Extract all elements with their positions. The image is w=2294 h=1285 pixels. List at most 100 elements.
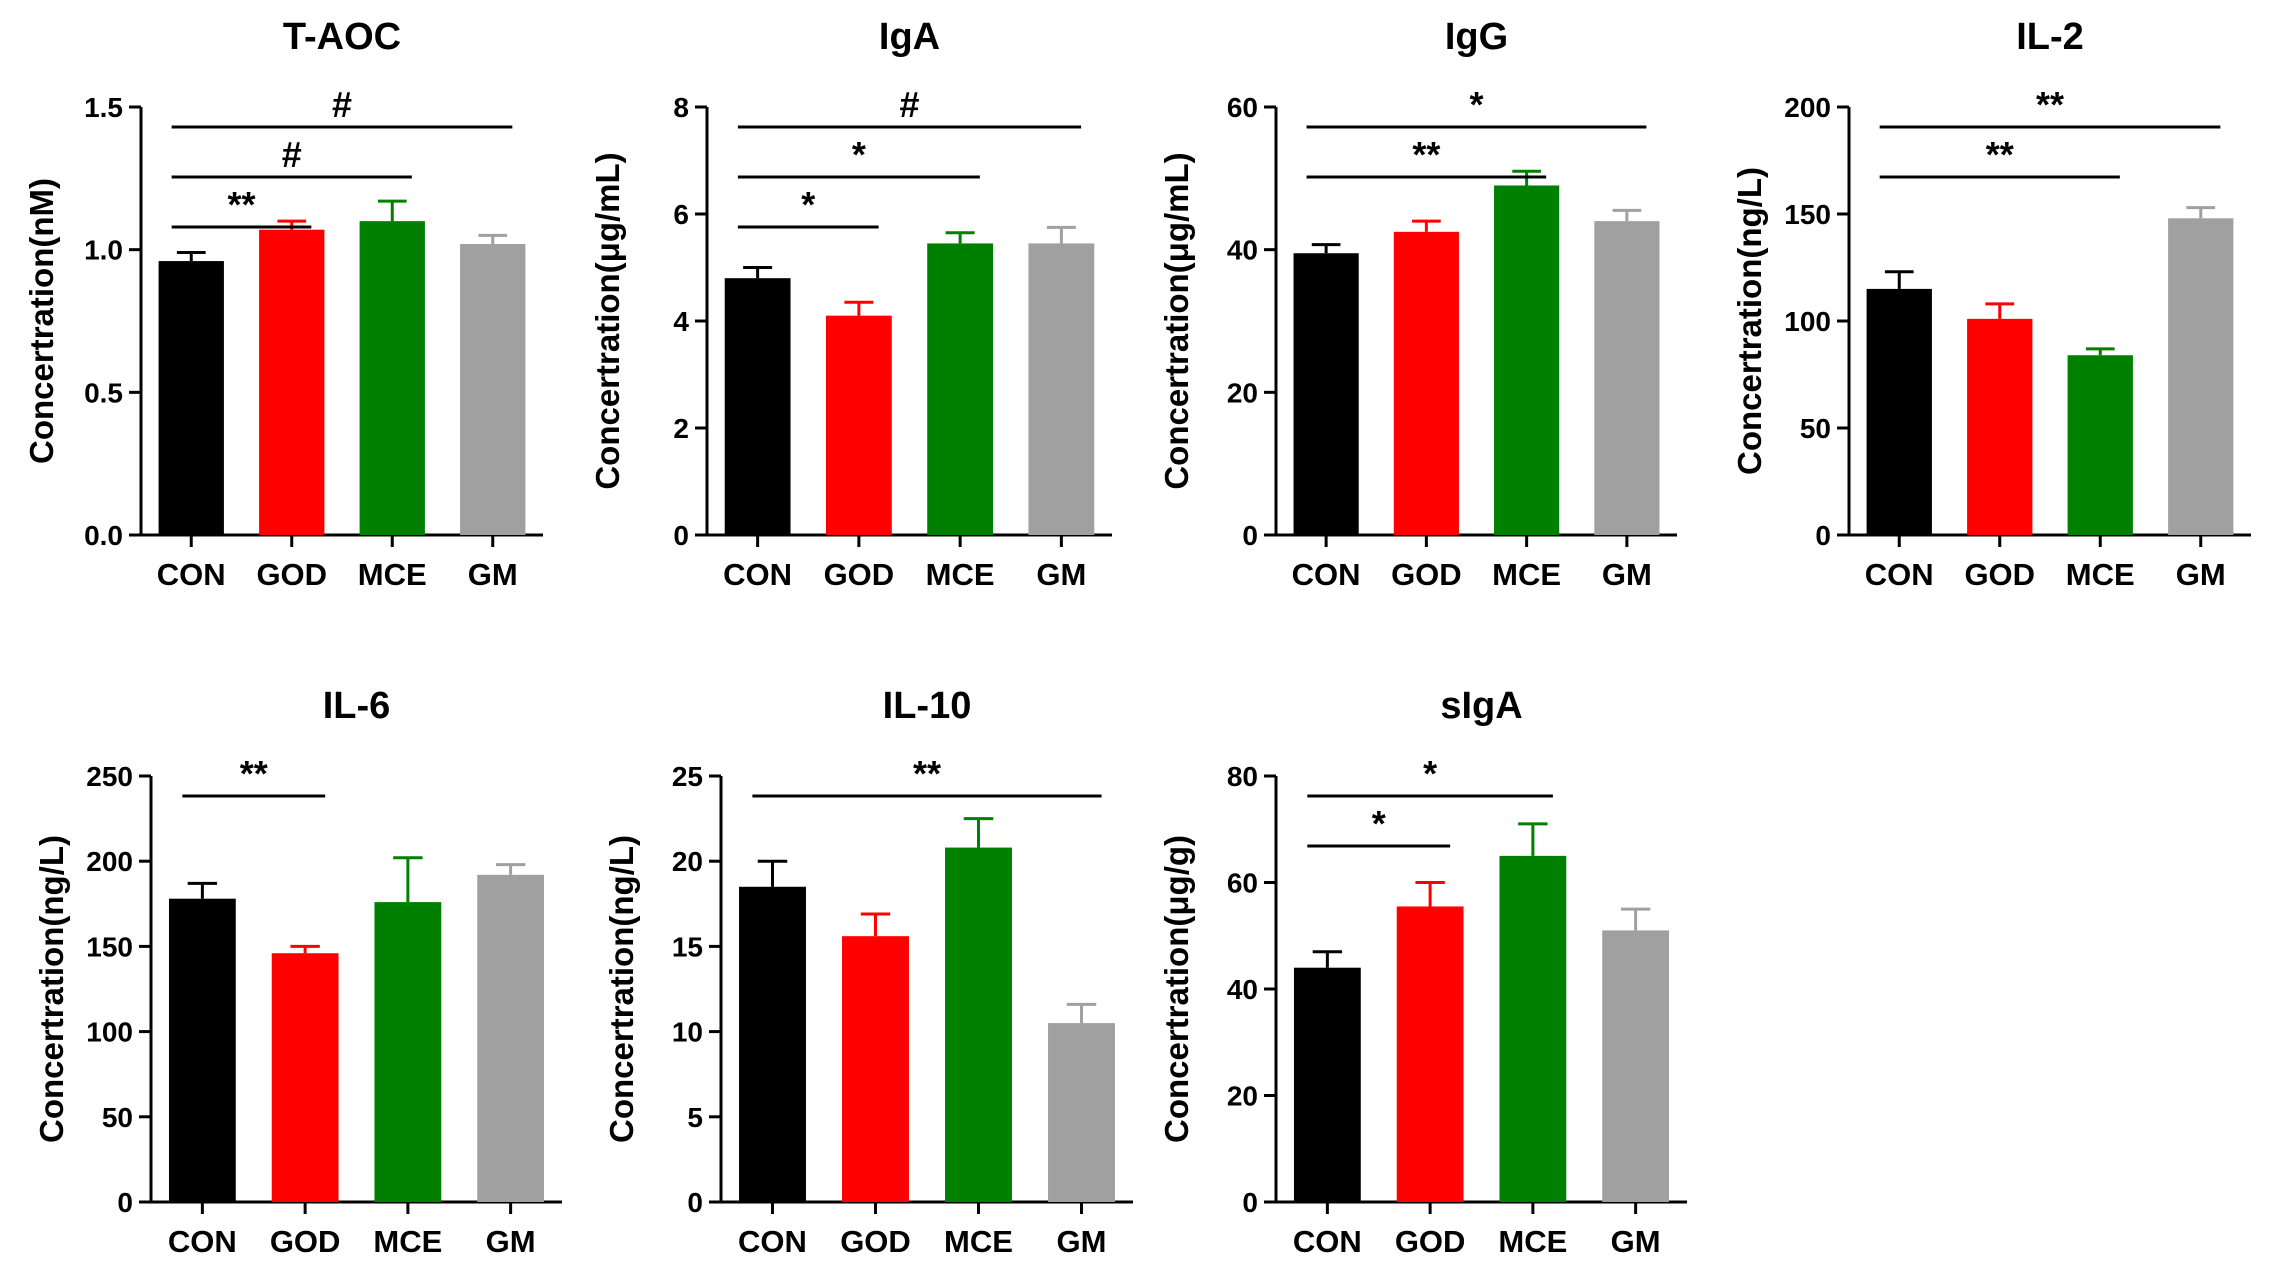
- y-tick-label: 0.0: [84, 520, 123, 551]
- bar-con: [724, 278, 791, 535]
- significance-label: #: [282, 134, 302, 175]
- x-tick-label-god: GOD: [1964, 557, 2035, 592]
- significance-label: *: [1423, 753, 1437, 794]
- y-axis-label: Concertration(nM): [23, 178, 60, 464]
- x-tick-label-gm: GM: [2176, 557, 2226, 592]
- bar-gm: [1048, 1023, 1115, 1202]
- x-tick-label-gm: GM: [1057, 1224, 1107, 1259]
- chart-title: IgG: [1445, 16, 1508, 58]
- bar-god: [259, 229, 325, 535]
- y-tick-label: 250: [86, 761, 133, 792]
- bar-gm: [477, 874, 545, 1202]
- bar-gm: [1594, 221, 1660, 535]
- x-tick-label-mce: MCE: [1498, 1224, 1567, 1259]
- y-tick-label: 20: [672, 846, 703, 877]
- y-tick-label: 8: [673, 92, 689, 123]
- x-tick-label-con: CON: [738, 1224, 807, 1259]
- significance-label: **: [240, 753, 268, 794]
- x-tick-label-con: CON: [168, 1224, 237, 1259]
- y-tick-label: 0: [673, 520, 689, 551]
- y-tick-label: 5: [687, 1102, 703, 1133]
- bar-god: [271, 953, 339, 1202]
- chart-title: IL-6: [323, 685, 391, 727]
- y-tick-label: 60: [1227, 868, 1258, 899]
- bar-con: [1293, 253, 1359, 535]
- x-tick-label-mce: MCE: [373, 1224, 442, 1259]
- x-tick-label-con: CON: [1292, 557, 1361, 592]
- y-axis-label: Concertration(μg/g): [1158, 835, 1195, 1143]
- x-tick-label-mce: MCE: [358, 557, 427, 592]
- x-tick-label-god: GOD: [840, 1224, 911, 1259]
- x-tick-label-god: GOD: [1391, 557, 1462, 592]
- bar-mce: [359, 221, 425, 535]
- y-tick-label: 25: [672, 761, 703, 792]
- y-axis-label: Concertration(ng/L): [1731, 167, 1768, 475]
- bar-mce: [1499, 855, 1567, 1202]
- x-tick-label-god: GOD: [1395, 1224, 1466, 1259]
- y-axis-label: Concertration(μg/mL): [1158, 152, 1195, 489]
- chart-panel-il-6: IL-6 Concertration(ng/L) 0 50 100 150 200 250 CO…: [33, 685, 562, 1259]
- x-tick-label-gm: GM: [468, 557, 518, 592]
- bar-gm: [460, 243, 526, 535]
- significance-label: **: [913, 753, 941, 794]
- x-tick-label-mce: MCE: [2066, 557, 2135, 592]
- y-axis-label: Concertration(ng/L): [603, 835, 640, 1143]
- y-tick-label: 20: [1227, 377, 1258, 408]
- bar-gm: [2168, 218, 2234, 535]
- y-tick-label: 100: [1784, 306, 1831, 337]
- significance-label: *: [1372, 803, 1386, 844]
- y-tick-label: 20: [1227, 1081, 1258, 1112]
- significance-label: **: [2036, 84, 2064, 125]
- bar-mce: [2067, 355, 2133, 535]
- chart-title: IL-2: [2016, 16, 2084, 58]
- bar-con: [158, 261, 224, 535]
- bar-god: [1967, 318, 2033, 535]
- y-tick-label: 0: [687, 1187, 703, 1218]
- chart-panel-siga: sIgA Concertration(μg/g) 0 20 40 60 80 CON GOD MC…: [1158, 685, 1687, 1259]
- y-tick-label: 100: [86, 1017, 133, 1048]
- x-tick-label-con: CON: [157, 557, 226, 592]
- significance-label: #: [899, 84, 919, 125]
- x-tick-label-con: CON: [723, 557, 792, 592]
- chart-title: sIgA: [1440, 685, 1522, 727]
- bar-con: [168, 898, 236, 1202]
- y-axis-label: Concertration(μg/mL): [589, 152, 626, 489]
- chart-panel-il-10: IL-10 Concertration(ng/L) 0 5 10 15 20 25 CON GOD…: [603, 685, 1133, 1259]
- y-tick-label: 0: [1242, 520, 1258, 551]
- bar-god: [1393, 231, 1459, 536]
- chart-panel-igg: IgG Concertration(μg/mL) 0 20 40 60 CON GOD MCE G…: [1158, 16, 1677, 592]
- significance-label: *: [1469, 84, 1483, 125]
- significance-label: **: [1986, 134, 2014, 175]
- y-tick-label: 0: [1815, 520, 1831, 551]
- bar-con: [739, 886, 806, 1202]
- bar-mce: [927, 243, 994, 536]
- y-tick-label: 150: [86, 931, 133, 962]
- chart-panel-iga: IgA Concertration(μg/mL) 0 2 4 6 8 CON GOD MCE GM *…: [589, 16, 1112, 592]
- significance-label: *: [801, 184, 815, 225]
- y-tick-label: 200: [86, 846, 133, 877]
- y-tick-label: 60: [1227, 92, 1258, 123]
- y-tick-label: 200: [1784, 92, 1831, 123]
- y-tick-label: 4: [673, 306, 689, 337]
- significance-label: **: [1412, 134, 1440, 175]
- x-tick-label-gm: GM: [486, 1224, 536, 1259]
- x-tick-label-con: CON: [1865, 557, 1934, 592]
- y-tick-label: 6: [673, 199, 689, 230]
- y-tick-label: 80: [1227, 761, 1258, 792]
- significance-label: *: [852, 134, 866, 175]
- y-tick-label: 40: [1227, 974, 1258, 1005]
- y-tick-label: 40: [1227, 235, 1258, 266]
- y-axis-label: Concertration(ng/L): [33, 835, 70, 1143]
- bar-god: [825, 315, 892, 535]
- y-tick-label: 50: [102, 1102, 133, 1133]
- x-tick-label-god: GOD: [256, 557, 327, 592]
- x-tick-label-god: GOD: [270, 1224, 341, 1259]
- y-tick-label: 1.0: [84, 235, 123, 266]
- y-tick-label: 15: [672, 931, 703, 962]
- x-tick-label-gm: GM: [1602, 557, 1652, 592]
- bar-con: [1866, 288, 1932, 535]
- y-tick-label: 2: [673, 413, 689, 444]
- y-tick-label: 50: [1800, 413, 1831, 444]
- significance-label: **: [227, 184, 255, 225]
